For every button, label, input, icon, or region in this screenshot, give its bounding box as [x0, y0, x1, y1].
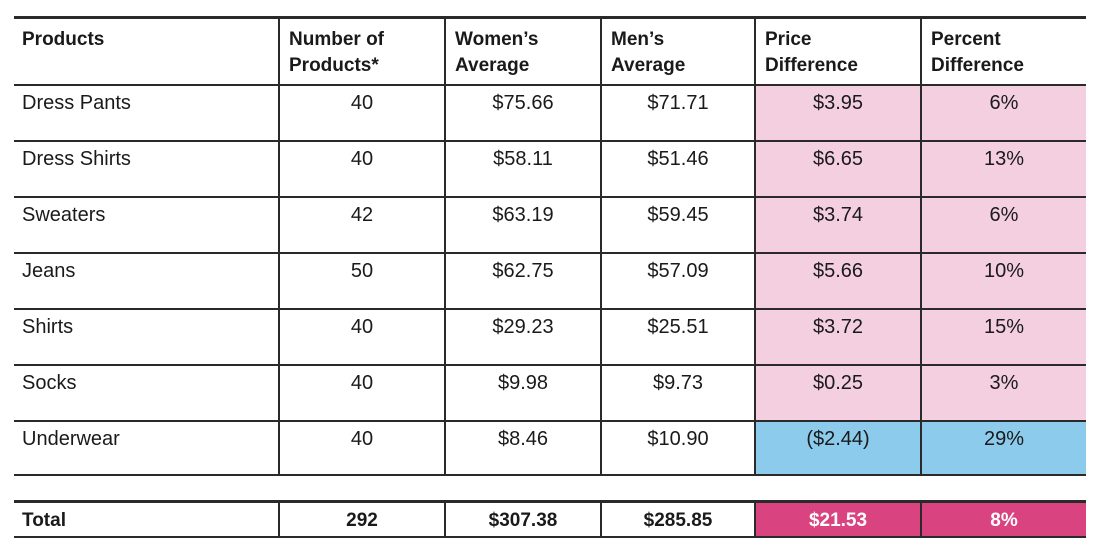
count-cell: 40	[278, 142, 444, 196]
percent-difference-cell: 3%	[920, 366, 1086, 420]
women-average-cell: $75.66	[444, 86, 600, 140]
total-women-average: $307.38	[444, 503, 600, 536]
men-average-cell: $59.45	[600, 198, 754, 252]
price-difference-cell: $3.74	[754, 198, 920, 252]
header-price-difference: Price Difference	[754, 19, 920, 84]
header-womens-average: Women’s Average	[444, 19, 600, 84]
price-difference-cell: ($2.44)	[754, 422, 920, 474]
product-cell: Jeans	[22, 260, 76, 282]
price-difference-cell: $3.95	[754, 86, 920, 140]
percent-difference-cell: 6%	[920, 86, 1086, 140]
product-cell: Underwear	[22, 428, 120, 450]
price-difference-cell: $0.25	[754, 366, 920, 420]
percent-difference-cell: 15%	[920, 310, 1086, 364]
total-count: 292	[278, 503, 444, 536]
product-cell: Shirts	[22, 316, 74, 338]
table-row: Socks 40 $9.98 $9.73 $0.25 3%	[14, 364, 1086, 420]
women-average-cell: $62.75	[444, 254, 600, 308]
table-row: Dress Pants 40 $75.66 $71.71 $3.95 6%	[14, 84, 1086, 140]
table-row: Jeans 50 $62.75 $57.09 $5.66 10%	[14, 252, 1086, 308]
price-comparison-table: Products Number of Products* Women’s Avera…	[14, 16, 1086, 476]
count-cell: 40	[278, 86, 444, 140]
women-average-cell: $63.19	[444, 198, 600, 252]
men-average-cell: $57.09	[600, 254, 754, 308]
product-cell: Dress Pants	[22, 92, 131, 114]
men-average-cell: $9.73	[600, 366, 754, 420]
table-row: Sweaters 42 $63.19 $59.45 $3.74 6%	[14, 196, 1086, 252]
price-difference-cell: $5.66	[754, 254, 920, 308]
product-cell: Socks	[22, 372, 77, 394]
product-cell: Dress Shirts	[22, 148, 131, 170]
total-percent-difference: 8%	[920, 503, 1086, 536]
count-cell: 50	[278, 254, 444, 308]
product-cell: Sweaters	[22, 204, 106, 226]
percent-difference-cell: 10%	[920, 254, 1086, 308]
total-price-difference: $21.53	[754, 503, 920, 536]
count-cell: 40	[278, 366, 444, 420]
percent-difference-cell: 29%	[920, 422, 1086, 474]
header-mens-average: Men’s Average	[600, 19, 754, 84]
total-label: Total	[22, 510, 66, 531]
men-average-cell: $51.46	[600, 142, 754, 196]
men-average-cell: $10.90	[600, 422, 754, 474]
header-products: Products	[22, 29, 105, 50]
price-difference-cell: $3.72	[754, 310, 920, 364]
header-percent-difference: Percent Difference	[920, 19, 1086, 84]
table-row: Underwear 40 $8.46 $10.90 ($2.44) 29%	[14, 420, 1086, 476]
table-row: Shirts 40 $29.23 $25.51 $3.72 15%	[14, 308, 1086, 364]
women-average-cell: $29.23	[444, 310, 600, 364]
men-average-cell: $71.71	[600, 86, 754, 140]
percent-difference-cell: 6%	[920, 198, 1086, 252]
header-number-of-products: Number of Products*	[278, 19, 444, 84]
table-header-row: Products Number of Products* Women’s Avera…	[14, 16, 1086, 84]
count-cell: 40	[278, 310, 444, 364]
women-average-cell: $8.46	[444, 422, 600, 474]
count-cell: 42	[278, 198, 444, 252]
price-difference-cell: $6.65	[754, 142, 920, 196]
women-average-cell: $58.11	[444, 142, 600, 196]
percent-difference-cell: 13%	[920, 142, 1086, 196]
count-cell: 40	[278, 422, 444, 474]
table-row: Dress Shirts 40 $58.11 $51.46 $6.65 13%	[14, 140, 1086, 196]
men-average-cell: $25.51	[600, 310, 754, 364]
total-row: Total 292 $307.38 $285.85 $21.53 8%	[14, 500, 1086, 538]
women-average-cell: $9.98	[444, 366, 600, 420]
total-men-average: $285.85	[600, 503, 754, 536]
